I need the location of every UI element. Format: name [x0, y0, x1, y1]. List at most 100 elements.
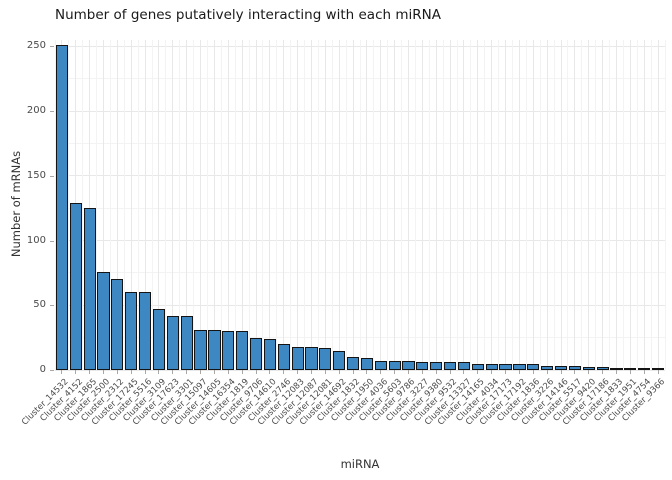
- bar-Cluster_5516: [139, 292, 152, 370]
- bar-Cluster_14165: [471, 363, 484, 370]
- x-tick-mark: [144, 370, 146, 374]
- minor-gridline: [442, 40, 444, 370]
- major-gridline: [615, 40, 617, 370]
- major-gridline: [657, 40, 659, 370]
- x-tick-mark: [61, 370, 63, 374]
- x-tick-mark: [130, 370, 132, 374]
- bar-Cluster_9420: [582, 367, 595, 370]
- minor-gridline: [636, 40, 638, 370]
- x-tick-mark: [297, 370, 299, 374]
- x-tick-mark: [172, 370, 174, 374]
- x-tick-mark: [324, 370, 326, 374]
- minor-gridline: [470, 40, 472, 370]
- chart-title: Number of genes putatively interacting w…: [55, 7, 441, 23]
- major-gridline: [103, 40, 105, 370]
- bar-Cluster_13327: [457, 362, 471, 370]
- x-tick-mark: [615, 370, 617, 374]
- bar-Cluster_3301: [180, 315, 193, 370]
- x-tick-mark: [310, 370, 312, 374]
- bar-Cluster_17186: [596, 367, 609, 370]
- minor-gridline: [553, 40, 555, 370]
- y-tick-label: 250: [26, 40, 46, 52]
- bar-Cluster_17245: [125, 292, 138, 370]
- major-gridline: [310, 40, 312, 370]
- minor-gridline: [137, 40, 139, 370]
- bar-Cluster_1836: [527, 363, 540, 370]
- minor-gridline: [68, 40, 70, 370]
- major-gridline: [352, 40, 354, 370]
- bar-Cluster_9786: [402, 360, 415, 370]
- bar-Cluster_2500: [97, 271, 110, 370]
- major-gridline: [144, 40, 146, 370]
- x-tick-mark: [532, 370, 534, 374]
- minor-gridline: [525, 40, 527, 370]
- x-tick-mark: [283, 370, 285, 374]
- major-gridline: [408, 40, 410, 370]
- minor-gridline: [234, 40, 236, 370]
- bar-Cluster_4034: [485, 363, 498, 370]
- major-gridline: [546, 40, 548, 370]
- major-gridline: [172, 40, 174, 370]
- bar-Cluster_14692: [333, 350, 346, 370]
- minor-gridline: [609, 40, 611, 370]
- x-tick-mark: [227, 370, 229, 374]
- bar-Cluster_17173: [499, 363, 512, 370]
- x-tick-mark: [200, 370, 202, 374]
- x-tick-mark: [103, 370, 105, 374]
- x-tick-mark: [449, 370, 451, 374]
- bar-Cluster_3226: [541, 366, 554, 370]
- plot-panel: [54, 40, 666, 371]
- bar-Cluster_17623: [166, 315, 179, 370]
- major-gridline: [463, 40, 465, 370]
- minor-gridline: [248, 40, 250, 370]
- x-tick-mark: [116, 370, 118, 374]
- minor-gridline: [123, 40, 125, 370]
- minor-gridline: [650, 40, 652, 370]
- y-tick-label: 0: [39, 364, 46, 375]
- minor-gridline: [664, 40, 666, 370]
- major-gridline: [588, 40, 590, 370]
- bar-Cluster_3227: [416, 362, 429, 370]
- bar-Cluster_15097: [194, 329, 207, 370]
- major-gridline: [366, 40, 368, 370]
- x-tick-mark: [546, 370, 548, 374]
- major-gridline: [213, 40, 215, 370]
- minor-gridline: [581, 40, 583, 370]
- minor-gridline: [567, 40, 569, 370]
- bar-Cluster_9532: [444, 362, 457, 370]
- minor-gridline: [456, 40, 458, 370]
- bar-Cluster_4152: [69, 203, 82, 370]
- minor-gridline: [414, 40, 416, 370]
- major-gridline: [602, 40, 604, 370]
- major-gridline: [338, 40, 340, 370]
- y-tick-mark: [50, 111, 54, 113]
- y-tick-mark: [50, 175, 54, 177]
- minor-gridline: [401, 40, 403, 370]
- x-tick-mark: [657, 370, 659, 374]
- bar-Cluster_1819: [236, 331, 249, 370]
- minor-gridline: [345, 40, 347, 370]
- major-gridline: [380, 40, 382, 370]
- major-gridline: [491, 40, 493, 370]
- bar-Cluster_9366: [651, 368, 665, 370]
- x-tick-mark: [602, 370, 604, 374]
- minor-gridline: [82, 40, 84, 370]
- bar-Cluster_1950: [360, 358, 374, 370]
- minor-gridline: [193, 40, 195, 370]
- x-tick-mark: [408, 370, 410, 374]
- bar-Cluster_2312: [111, 279, 124, 370]
- bar-Cluster_4036: [374, 360, 387, 370]
- bar-Cluster_12081: [319, 348, 332, 370]
- x-tick-mark: [352, 370, 354, 374]
- minor-gridline: [484, 40, 486, 370]
- minor-gridline: [290, 40, 292, 370]
- x-tick-mark: [255, 370, 257, 374]
- major-gridline: [269, 40, 271, 370]
- minor-gridline: [622, 40, 624, 370]
- bar-Cluster_1833: [610, 368, 623, 370]
- major-gridline: [435, 40, 437, 370]
- minor-gridline: [498, 40, 500, 370]
- bar-Cluster_12083: [291, 346, 304, 370]
- y-tick-label: 100: [26, 234, 46, 246]
- bar-Cluster_9380: [430, 362, 443, 370]
